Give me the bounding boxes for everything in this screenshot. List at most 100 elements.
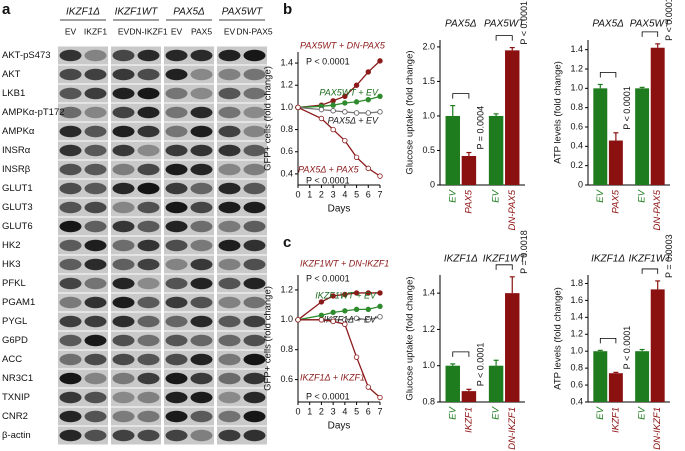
y-tick-label: 0.5 [422,145,435,155]
data-point [318,106,325,113]
y-tick-label: 1.0 [422,360,435,370]
blot-band [218,220,241,233]
blot-band [218,277,241,290]
blot-band [243,258,266,271]
bar [445,115,460,185]
blot-band [59,125,82,138]
x-tick-label: 5 [354,189,359,199]
blot-band [190,106,213,119]
y-tick-label: 1.2 [280,284,293,294]
row-label: β-actin [2,430,31,441]
blot-band [137,353,160,366]
blot-band [243,429,266,442]
blot-band [243,182,266,195]
data-point [353,354,360,360]
p-value: P = 0.0018 [519,230,529,274]
data-point [365,384,371,390]
row-label: INSRβ [2,164,31,175]
blot-band [84,429,107,442]
data-point [365,165,371,172]
blot-band [112,429,135,442]
y-tick-label: 1.2 [280,80,293,90]
y-tick-label: 1.4 [570,44,583,54]
data-point [365,96,371,103]
category-label: DN-PAX5 [652,189,663,230]
data-point [330,293,336,299]
y-tick-label: 1.4 [280,57,293,67]
data-point [318,115,325,122]
x-axis-label: Days [328,204,351,215]
blot-band [112,220,135,233]
blot-band [243,163,266,176]
blot-band [112,372,135,385]
y-tick-label: 0.6 [570,121,583,131]
blot-band [84,220,107,233]
data-point [318,299,325,305]
blot-band [112,315,135,328]
blot-band [59,296,82,309]
bracket [495,35,513,41]
blot-band [165,144,188,157]
row-label: CNR2 [2,411,28,422]
blot-band [218,391,241,404]
row-label: GLUT3 [2,202,33,213]
lane-label: DN-IKZF1 [129,26,168,36]
data-point [330,102,336,108]
blot-band [165,410,188,423]
data-point [330,318,336,325]
blot-band [218,315,241,328]
y-tick-label: 1.4 [570,312,583,322]
blot-band [243,125,266,138]
y-tick-label: 0.6 [280,374,293,384]
blot-band [84,334,107,347]
blot-band [84,49,107,62]
category-label: DN-IKZF1 [507,407,518,450]
blot-band [59,106,82,119]
category-label: EV [595,188,606,202]
group-title: IKZF1Δ [591,254,625,265]
blot-band [137,429,160,442]
blot-band [59,144,82,157]
data-point [377,314,383,320]
blot-band [137,87,160,100]
category-label: EV [637,188,648,202]
row-label: GLUT6 [2,221,33,232]
blot-band [165,353,188,366]
bar [505,293,520,402]
blot-band [137,315,160,328]
row-label: NR3C1 [2,373,33,384]
y-tick-label: 1.0 [422,110,435,120]
blot-band [165,334,188,347]
data-point [342,100,348,106]
blot-band [59,315,82,328]
x-tick-label: 2 [319,406,324,416]
blot-band [165,239,188,252]
blot-band [59,353,82,366]
group-label: PAX5WT [222,7,263,18]
y-axis-label: ATP levels (fold change) [553,287,564,390]
bar [505,50,520,185]
blot-band [190,296,213,309]
data-point [353,82,360,88]
bar [461,156,477,185]
blot-band [84,410,107,423]
blot-band [59,49,82,62]
blot-band [59,201,82,214]
category-label: DN-IKZF1 [652,407,663,450]
data-point [342,321,348,328]
blot-band [59,277,82,290]
blot-band [190,429,213,442]
blot-band [243,315,266,328]
y-tick-label: 0.8 [280,344,293,354]
bracket [452,93,470,99]
lane-label: EV [224,26,236,36]
row-label: GLUT1 [2,183,33,194]
category-label: PAX5 [463,189,474,213]
data-point [330,309,336,316]
p-value: P = 0.0004 [476,106,486,150]
x-tick-label: 0 [295,406,300,416]
blot-band [243,296,266,309]
bracket [641,268,659,274]
blot-band [243,239,266,252]
blot-band [243,372,266,385]
